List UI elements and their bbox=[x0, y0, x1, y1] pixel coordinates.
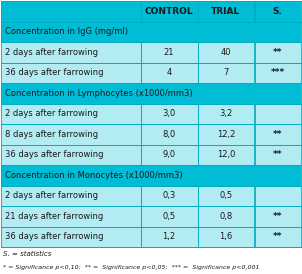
Text: 2 days after farrowing: 2 days after farrowing bbox=[5, 191, 98, 200]
Bar bbox=[255, 62, 301, 83]
Text: 36 days after farrowing: 36 days after farrowing bbox=[5, 68, 104, 77]
Bar bbox=[1, 124, 140, 144]
Bar bbox=[1, 227, 140, 247]
Bar bbox=[140, 227, 198, 247]
Text: 0,3: 0,3 bbox=[162, 191, 176, 200]
Bar bbox=[1, 104, 140, 124]
Bar bbox=[255, 104, 301, 124]
Bar bbox=[1, 185, 140, 206]
Text: 2 days after farrowing: 2 days after farrowing bbox=[5, 109, 98, 118]
Text: 21 days after farrowing: 21 days after farrowing bbox=[5, 212, 103, 221]
Text: * = Significance p<0,10;  ** =  Significance p<0,05;  *** =  Significance p<0,00: * = Significance p<0,10; ** = Significan… bbox=[3, 264, 259, 270]
Bar bbox=[1, 83, 301, 104]
Text: Concentration in Monocytes (x1000/mm3): Concentration in Monocytes (x1000/mm3) bbox=[5, 171, 183, 180]
Bar bbox=[198, 185, 255, 206]
Bar bbox=[140, 1, 198, 21]
Text: 1,6: 1,6 bbox=[219, 232, 233, 241]
Bar bbox=[198, 104, 255, 124]
Text: 8,0: 8,0 bbox=[162, 130, 176, 139]
Bar bbox=[255, 206, 301, 227]
Text: 12,0: 12,0 bbox=[217, 150, 235, 159]
Bar bbox=[1, 62, 140, 83]
Bar bbox=[255, 124, 301, 144]
Bar bbox=[1, 42, 140, 62]
Text: 4: 4 bbox=[166, 68, 172, 77]
Text: **: ** bbox=[273, 48, 282, 57]
Text: 40: 40 bbox=[221, 48, 231, 57]
Bar bbox=[255, 185, 301, 206]
Text: **: ** bbox=[273, 232, 282, 241]
Bar bbox=[255, 227, 301, 247]
Text: 9,0: 9,0 bbox=[162, 150, 175, 159]
Text: 2 days after farrowing: 2 days after farrowing bbox=[5, 48, 98, 57]
Bar bbox=[255, 1, 301, 21]
Text: S. = statistics: S. = statistics bbox=[3, 250, 51, 256]
Bar bbox=[198, 206, 255, 227]
Bar bbox=[255, 42, 301, 62]
Text: **: ** bbox=[273, 150, 282, 159]
Bar bbox=[140, 104, 198, 124]
Text: 0,8: 0,8 bbox=[219, 212, 233, 221]
Text: S.: S. bbox=[273, 7, 283, 16]
Text: 21: 21 bbox=[164, 48, 174, 57]
Bar bbox=[140, 124, 198, 144]
Bar bbox=[255, 144, 301, 165]
Text: 8 days after farrowing: 8 days after farrowing bbox=[5, 130, 98, 139]
Bar bbox=[140, 42, 198, 62]
Text: ***: *** bbox=[271, 68, 285, 77]
Bar bbox=[198, 1, 255, 21]
Bar bbox=[1, 21, 301, 42]
Text: 36 days after farrowing: 36 days after farrowing bbox=[5, 150, 104, 159]
Bar bbox=[1, 1, 140, 21]
Bar bbox=[198, 227, 255, 247]
Bar bbox=[140, 206, 198, 227]
Bar bbox=[140, 144, 198, 165]
Text: 1,2: 1,2 bbox=[162, 232, 175, 241]
Bar bbox=[140, 62, 198, 83]
Text: **: ** bbox=[273, 212, 282, 221]
Text: **: ** bbox=[273, 130, 282, 139]
Bar bbox=[140, 185, 198, 206]
Bar bbox=[198, 62, 255, 83]
Bar bbox=[1, 144, 140, 165]
Text: Concentration in Lymphocytes (x1000/mm3): Concentration in Lymphocytes (x1000/mm3) bbox=[5, 89, 193, 98]
Bar bbox=[1, 165, 301, 185]
Text: 3,2: 3,2 bbox=[219, 109, 233, 118]
Text: 36 days after farrowing: 36 days after farrowing bbox=[5, 232, 104, 241]
Bar bbox=[198, 144, 255, 165]
Text: CONTROL: CONTROL bbox=[145, 7, 193, 16]
Text: 0,5: 0,5 bbox=[220, 191, 233, 200]
Text: 12,2: 12,2 bbox=[217, 130, 235, 139]
Text: TRIAL: TRIAL bbox=[211, 7, 241, 16]
Bar bbox=[198, 42, 255, 62]
Bar bbox=[198, 124, 255, 144]
Text: 3,0: 3,0 bbox=[162, 109, 176, 118]
Text: 0,5: 0,5 bbox=[162, 212, 175, 221]
Text: 7: 7 bbox=[223, 68, 229, 77]
Text: Concentration in IgG (mg/ml): Concentration in IgG (mg/ml) bbox=[5, 27, 128, 36]
Bar bbox=[1, 206, 140, 227]
